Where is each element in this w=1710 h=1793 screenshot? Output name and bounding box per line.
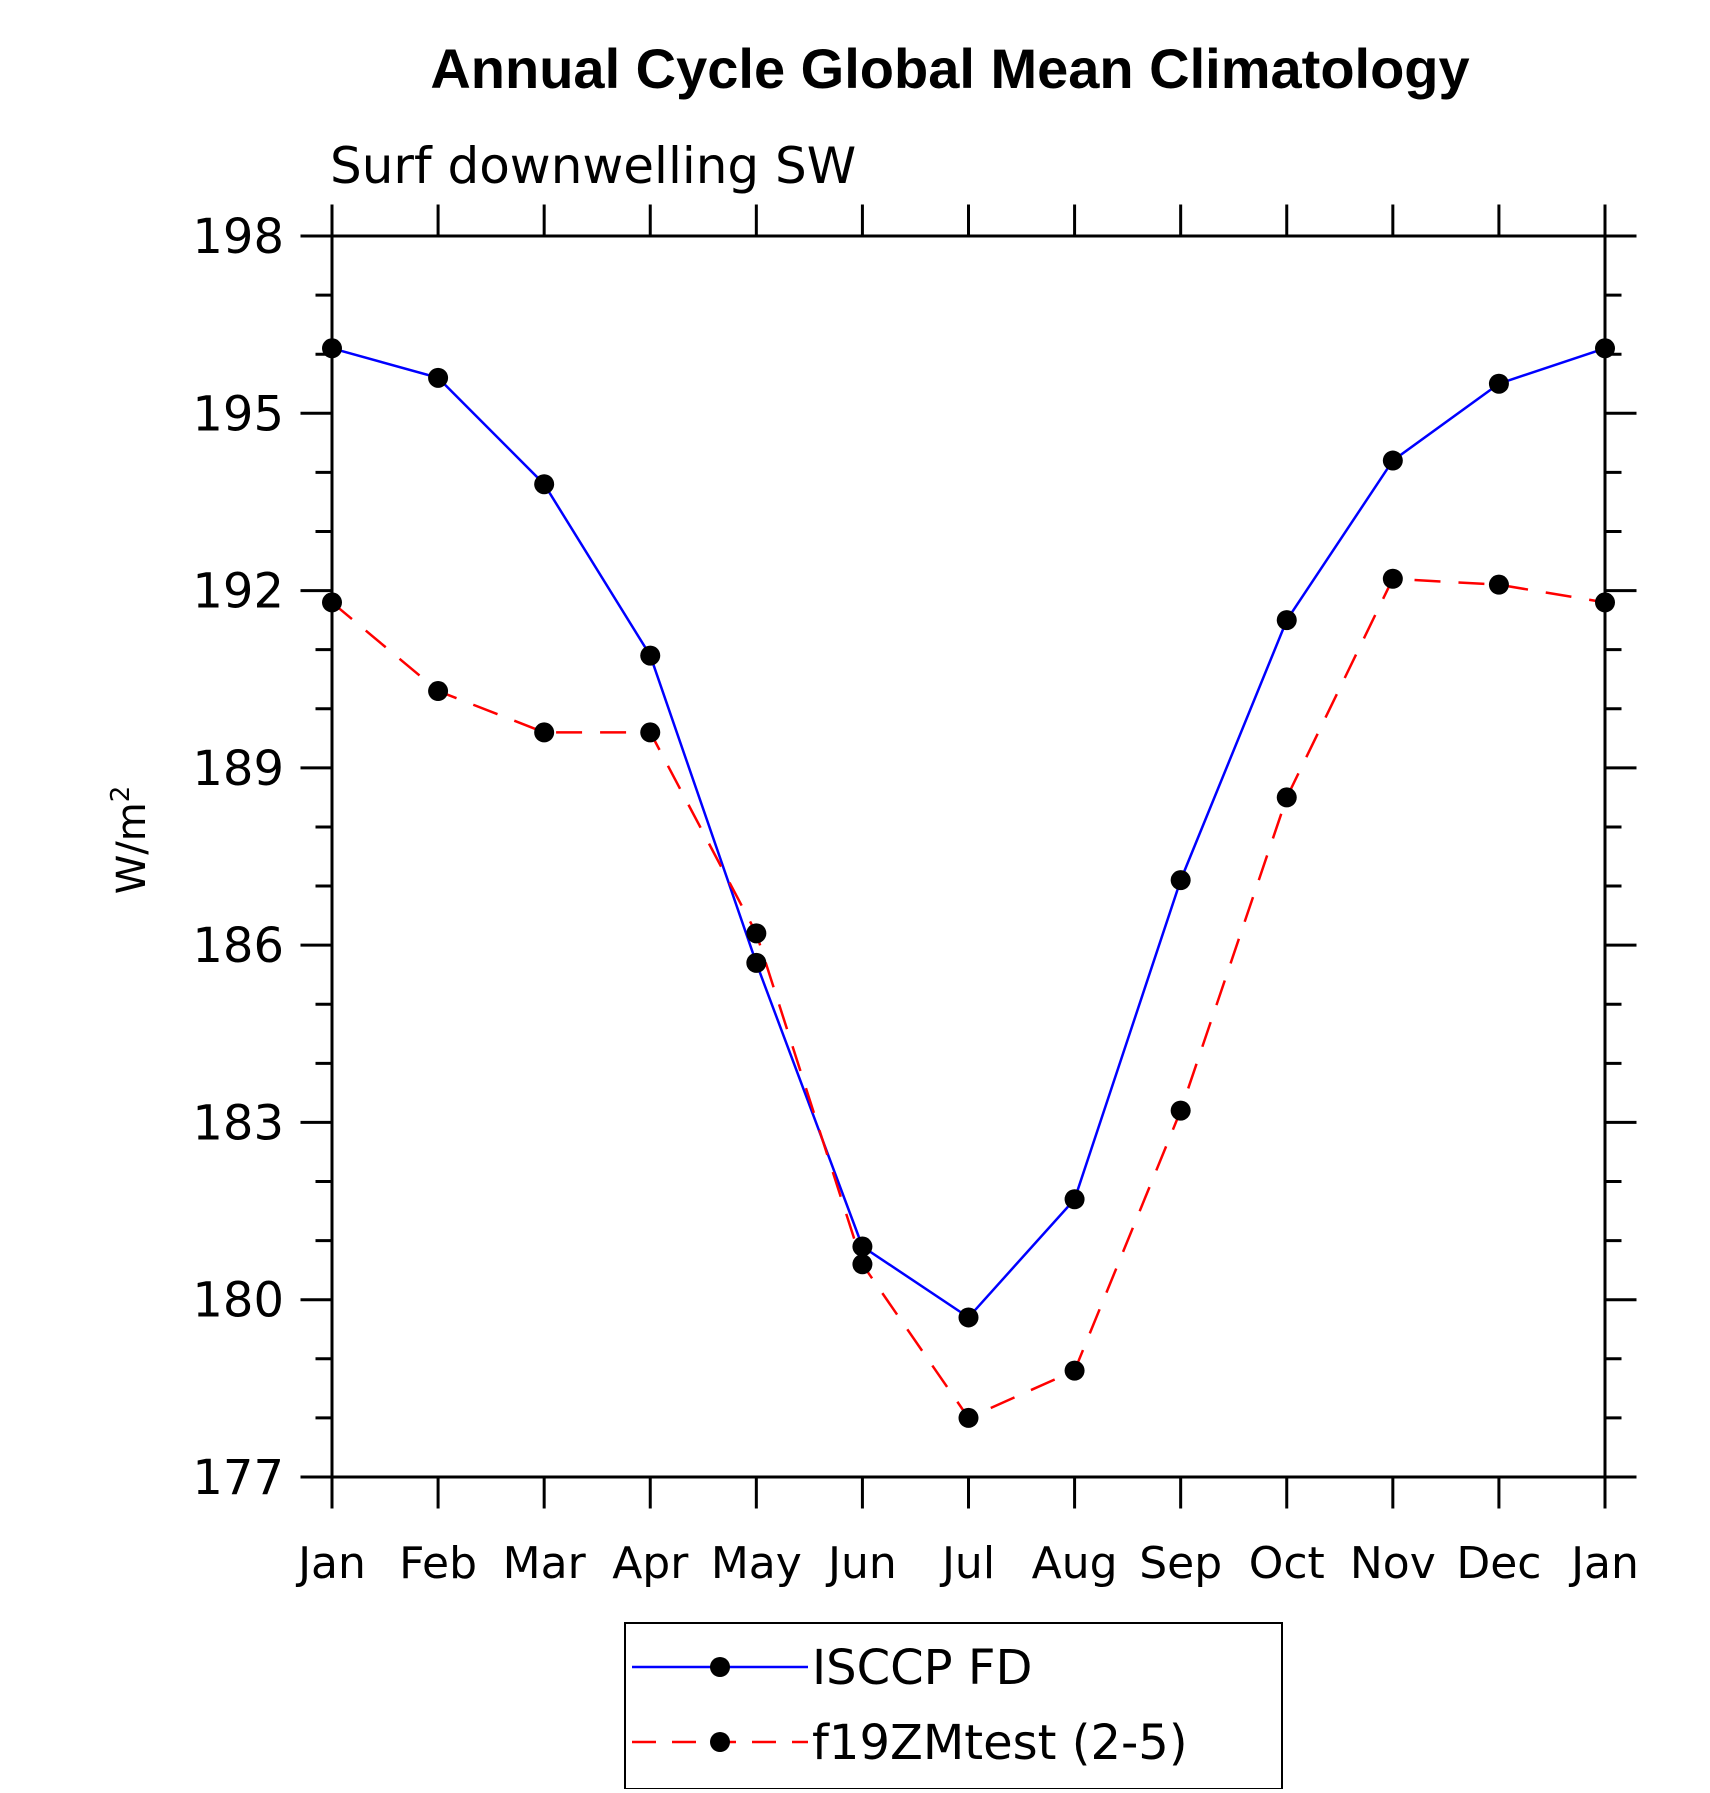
series-2-point — [1382, 568, 1403, 589]
series-1-point — [1595, 338, 1615, 359]
series-1-point — [428, 367, 449, 388]
series-2-point — [534, 722, 555, 743]
series-2-point — [1488, 574, 1509, 595]
y-tick-label: 189 — [192, 741, 284, 797]
series-1-point — [746, 952, 767, 973]
series-1-point — [534, 474, 555, 495]
series-1-point — [852, 1236, 873, 1257]
chart-subtitle: Surf downwelling SW — [330, 137, 856, 195]
series-2-point — [640, 722, 661, 743]
series-2-point — [1170, 1100, 1191, 1121]
legend-label-1: ISCCP FD — [812, 1640, 1032, 1696]
series-2-point — [1276, 787, 1297, 808]
y-tick-label: 180 — [192, 1273, 284, 1329]
legend-marker-1 — [710, 1657, 730, 1677]
series-2-point — [322, 592, 342, 613]
axes-layer: 177 180 183 186 189 192 195 198 Jan Feb Mar Apr May J… — [192, 204, 1639, 1589]
series-2-point — [1595, 592, 1615, 613]
y-axis-label-superscript: 2 — [106, 786, 136, 803]
series-1-point — [1382, 450, 1403, 471]
series-1-point — [1276, 610, 1297, 631]
y-tick-label: 186 — [192, 918, 284, 974]
x-tick-label: Jun — [825, 1538, 897, 1589]
legend-label-2: f19ZMtest (2-5) — [812, 1715, 1188, 1771]
x-tick-label: Apr — [612, 1538, 689, 1589]
x-tick-label: Jul — [939, 1538, 995, 1589]
series-2-point — [958, 1407, 979, 1428]
x-tick-label: Jan — [1568, 1538, 1639, 1589]
series-2-point — [746, 923, 767, 944]
y-tick-label: 198 — [192, 209, 284, 265]
legend-marker-2 — [710, 1732, 730, 1752]
legend-box — [624, 1622, 1283, 1790]
x-tick-label: Mar — [503, 1538, 587, 1589]
x-tick-label: Nov — [1350, 1538, 1436, 1589]
y-tick-label: 183 — [192, 1095, 284, 1151]
series-1-point — [640, 645, 661, 666]
x-tick-label: Dec — [1456, 1538, 1541, 1589]
x-tick-label: Feb — [399, 1538, 477, 1589]
series-2-point — [428, 681, 449, 702]
x-tick-label: Aug — [1032, 1538, 1118, 1589]
chart-title: Annual Cycle Global Mean Climatology — [430, 37, 1469, 100]
y-axis-label-main: W/m — [109, 802, 155, 894]
legend: ISCCP FD f19ZMtest (2-5) — [624, 1622, 1283, 1790]
x-tick-label: Jan — [295, 1538, 366, 1589]
series-2-point — [852, 1254, 873, 1275]
series-1-point — [1170, 870, 1191, 891]
series-1-point — [322, 338, 342, 359]
x-tick-label: Sep — [1139, 1538, 1222, 1589]
y-tick-label: 195 — [192, 386, 284, 442]
y-tick-label: 192 — [192, 564, 284, 620]
series-layer — [322, 338, 1615, 1428]
x-tick-label: Oct — [1249, 1538, 1325, 1589]
x-tick-label: May — [711, 1538, 802, 1589]
y-tick-label: 177 — [192, 1450, 284, 1506]
series-1-point — [958, 1307, 979, 1328]
series-2-point — [1064, 1360, 1085, 1381]
series-1-point — [1064, 1189, 1085, 1210]
y-axis-label: W/m2 — [106, 786, 155, 895]
series-1-point — [1488, 373, 1509, 394]
